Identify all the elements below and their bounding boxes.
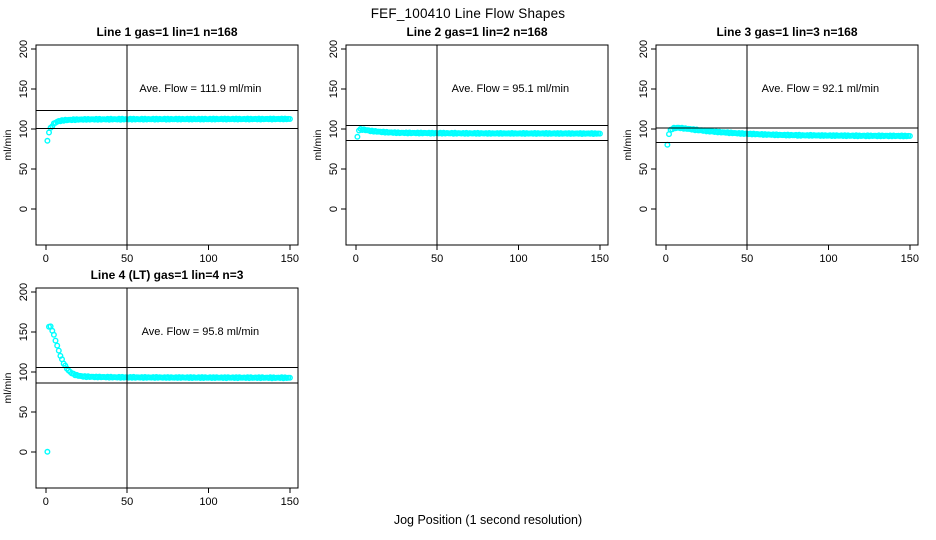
panel-title: Line 1 gas=1 lin=1 n=168: [96, 25, 237, 39]
x-tick-label: 100: [199, 496, 217, 508]
chart-line-1: Line 1 gas=1 lin=1 n=168 0 50 100 150 0 50 100 1…: [2, 25, 299, 265]
y-tick-label: 0: [18, 206, 30, 212]
x-tick-label: 150: [281, 496, 299, 508]
y-tick-label: 200: [638, 40, 650, 58]
data-point: [906, 132, 913, 139]
x-tick-label: 100: [509, 253, 527, 265]
x-tick-label: 150: [591, 253, 609, 265]
chart-line-4: Line 4 (LT) gas=1 lin=4 n=3 0 50 100 150 0 50 1…: [2, 268, 299, 508]
data-point: [52, 337, 59, 344]
plot-frame: [345, 44, 609, 246]
x-tick-label: 0: [43, 253, 49, 265]
ave-flow-annotation: Ave. Flow = 111.9 ml/min: [139, 83, 261, 95]
data-point: [55, 347, 62, 354]
y-axis-label: ml/min: [312, 129, 324, 160]
x-tick-label: 50: [121, 496, 133, 508]
data-point: [46, 129, 53, 136]
scatter-points: [664, 124, 913, 148]
y-tick-label: 100: [638, 120, 650, 138]
x-tick-label: 50: [431, 253, 443, 265]
y-tick-label: 100: [18, 120, 30, 138]
panel-title: Line 3 gas=1 lin=3 n=168: [716, 25, 857, 39]
y-tick-label: 150: [638, 80, 650, 98]
y-tick-label: 150: [18, 80, 30, 98]
panel-line-3: Line 3 gas=1 lin=3 n=168 0 50 100 150 0 50 100 1…: [620, 23, 936, 273]
data-point: [44, 137, 51, 144]
y-tick-label: 50: [328, 163, 340, 175]
x-tick-label: 50: [741, 253, 753, 265]
x-tick-label: 0: [663, 253, 669, 265]
y-axis-label: ml/min: [2, 372, 14, 403]
data-point: [44, 448, 51, 455]
data-point: [286, 374, 293, 381]
ave-flow-annotation: Ave. Flow = 95.1 ml/min: [452, 83, 569, 95]
y-tick-label: 200: [328, 40, 340, 58]
chart-line-2: Line 2 gas=1 lin=2 n=168 0 50 100 150 0 50 100 1…: [312, 25, 609, 265]
data-point: [54, 342, 61, 349]
x-axis-label: Jog Position (1 second resolution): [393, 513, 583, 527]
data-point: [596, 130, 603, 137]
y-tick-label: 0: [18, 449, 30, 455]
y-tick-label: 0: [328, 206, 340, 212]
y-tick-label: 50: [18, 406, 30, 418]
scatter-points: [354, 125, 603, 140]
x-tick-label: 150: [901, 253, 919, 265]
x-tick-label: 0: [43, 496, 49, 508]
y-axis-label: ml/min: [2, 129, 14, 160]
y-tick-label: 150: [328, 80, 340, 98]
ave-flow-annotation: Ave. Flow = 95.8 ml/min: [142, 326, 259, 338]
panel-line-1: Line 1 gas=1 lin=1 n=168 0 50 100 150 0 50 100 1…: [0, 23, 320, 273]
panel-title: Line 4 (LT) gas=1 lin=4 n=3: [91, 268, 244, 282]
data-point: [354, 133, 361, 140]
plot-frame: [35, 287, 299, 489]
data-point: [286, 115, 293, 122]
panel-line-2: Line 2 gas=1 lin=2 n=168 0 50 100 150 0 50 100 1…: [310, 23, 630, 273]
y-tick-label: 100: [18, 363, 30, 381]
panel-line-4: Line 4 (LT) gas=1 lin=4 n=3 0 50 100 150 0 50 1…: [0, 266, 320, 516]
y-tick-label: 200: [18, 40, 30, 58]
plot-frame: [35, 44, 299, 246]
scatter-points: [44, 323, 293, 455]
x-tick-label: 100: [819, 253, 837, 265]
y-tick-label: 100: [328, 120, 340, 138]
ave-flow-annotation: Ave. Flow = 92.1 ml/min: [762, 83, 879, 95]
y-tick-label: 200: [18, 283, 30, 301]
y-tick-label: 0: [638, 206, 650, 212]
x-tick-label: 150: [281, 253, 299, 265]
x-tick-label: 0: [353, 253, 359, 265]
main-title: FEF_100410 Line Flow Shapes: [370, 6, 566, 21]
y-tick-label: 50: [18, 163, 30, 175]
x-tick-label: 100: [199, 253, 217, 265]
scatter-points: [44, 115, 293, 144]
chart-line-3: Line 3 gas=1 lin=3 n=168 0 50 100 150 0 50 100 1…: [622, 25, 919, 265]
y-tick-label: 150: [18, 323, 30, 341]
panel-title: Line 2 gas=1 lin=2 n=168: [406, 25, 547, 39]
data-point: [50, 331, 57, 338]
x-tick-label: 50: [121, 253, 133, 265]
y-axis-label: ml/min: [622, 129, 634, 160]
plot-frame: [655, 44, 919, 246]
y-tick-label: 50: [638, 163, 650, 175]
